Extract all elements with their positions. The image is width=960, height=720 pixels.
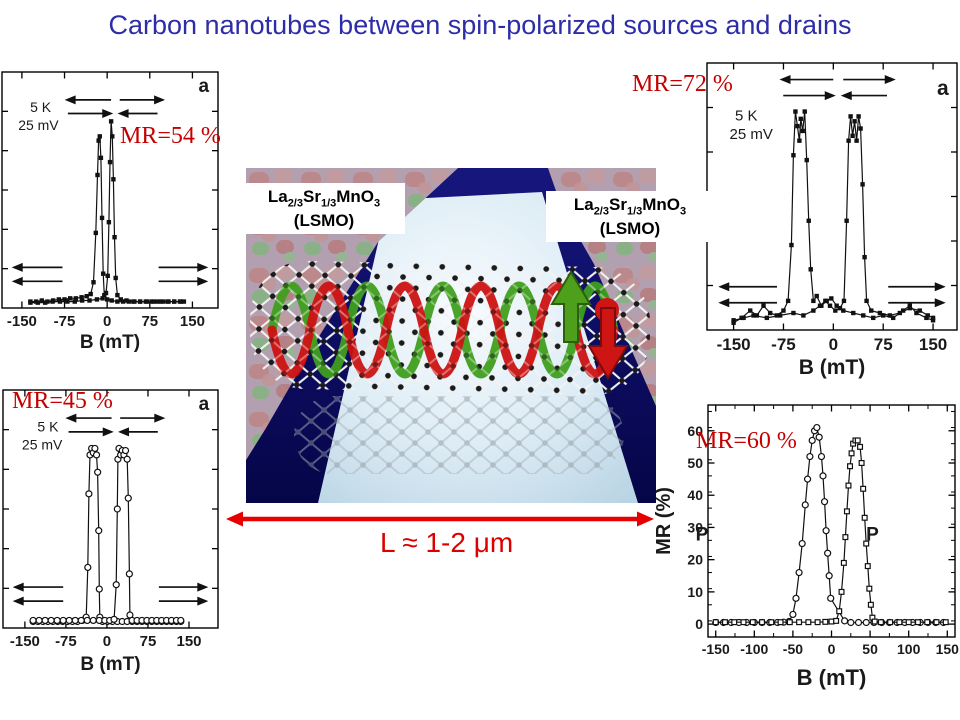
data-series [733,111,934,324]
mr-plot-bottom-left: -150 -75 0 75 150 B (mT) 5 K 25 mV a [0,385,235,681]
svg-text:30: 30 [687,519,703,535]
plot-annotation: 25 mV [730,126,773,143]
plot-annotation: 5 K [37,419,59,435]
svg-text:100: 100 [897,641,921,657]
svg-text:-75: -75 [55,633,77,650]
mr-value-label-top-left: MR=54 % [120,123,221,149]
svg-text:60: 60 [687,423,703,439]
svg-text:75: 75 [874,335,893,354]
slide-title: Carbon nanotubes between spin-polarized … [108,10,852,40]
plot-annotation: a [199,394,210,415]
data-series [715,426,944,624]
plot-annotation: 25 mV [18,117,59,133]
mr-plot-bottom-right: -150 -100 -50 0 50 100 150 0 10 20 30 40 50 60 B (mT) M… [650,390,960,698]
svg-text:-150: -150 [702,641,730,657]
svg-text:-150: -150 [7,313,37,330]
x-axis-label: B (mT) [80,332,140,352]
plot-frame [706,62,958,331]
svg-text:0: 0 [828,641,836,657]
plot-annotation: a [937,77,949,100]
plot-annotation: a [199,76,210,97]
mr-plot-top-right: -150 -75 0 75 150 B (mT) 5 K 25 mV a [630,60,960,380]
svg-text:0: 0 [829,335,838,354]
plot-annotation: P [696,525,709,546]
electrode-label-left: La2/3Sr1/3MnO3 (LSMO) [243,183,405,234]
svg-text:150: 150 [180,313,205,330]
svg-text:0: 0 [695,616,703,632]
svg-text:75: 75 [141,313,158,330]
nanotube-shadow [294,396,624,474]
x-axis-label: B (mT) [80,654,140,675]
svg-text:75: 75 [140,633,157,650]
svg-text:-150: -150 [717,335,751,354]
length-label: L ≈ 1-2 μm [380,527,514,558]
svg-text:150: 150 [176,633,201,650]
svg-text:40: 40 [687,487,703,503]
mr-value-label-bottom-right: MR=60 % [696,428,797,454]
svg-text:-150: -150 [10,633,40,650]
spin-up-arrow-icon [550,270,592,343]
plot-annotation: 5 K [30,99,52,115]
svg-text:-50: -50 [783,641,803,657]
svg-text:50: 50 [862,641,878,657]
data-series [33,448,181,621]
data-series [33,446,181,623]
spin-down-arrow-icon [587,298,629,380]
svg-text:20: 20 [687,552,703,568]
mr-plot-top-left: -150 -75 0 75 150 B (mT) 5 K 25 mV a [0,60,232,352]
electrode-label-right: La2/3Sr1/3MnO3 (LSMO) [546,191,714,242]
svg-text:150: 150 [919,335,947,354]
svg-text:150: 150 [936,641,960,657]
svg-text:0: 0 [103,313,111,330]
nanotube-device-illustration [246,168,656,503]
data-series [733,116,934,321]
plot-annotation: 5 K [735,107,758,124]
length-double-arrow [226,511,654,527]
svg-text:0: 0 [103,633,111,650]
mr-value-label-top-right: MR=72 % [632,71,733,97]
svg-text:-100: -100 [740,641,768,657]
x-axis-label: B (mT) [799,356,866,379]
plot-annotation: P [866,525,879,546]
x-axis-label: B (mT) [797,665,867,690]
mr-value-label-bottom-left: MR=45 % [12,388,113,414]
electrode-left [246,168,458,460]
plot-annotation: 25 mV [22,437,63,453]
svg-text:-75: -75 [771,335,796,354]
svg-text:50: 50 [687,455,703,471]
plot-frame [2,389,219,629]
svg-text:-75: -75 [54,313,76,330]
svg-text:10: 10 [687,584,703,600]
y-axis-label: MR (%) [653,487,675,555]
carbon-nanotube-front-mesh [249,260,651,395]
